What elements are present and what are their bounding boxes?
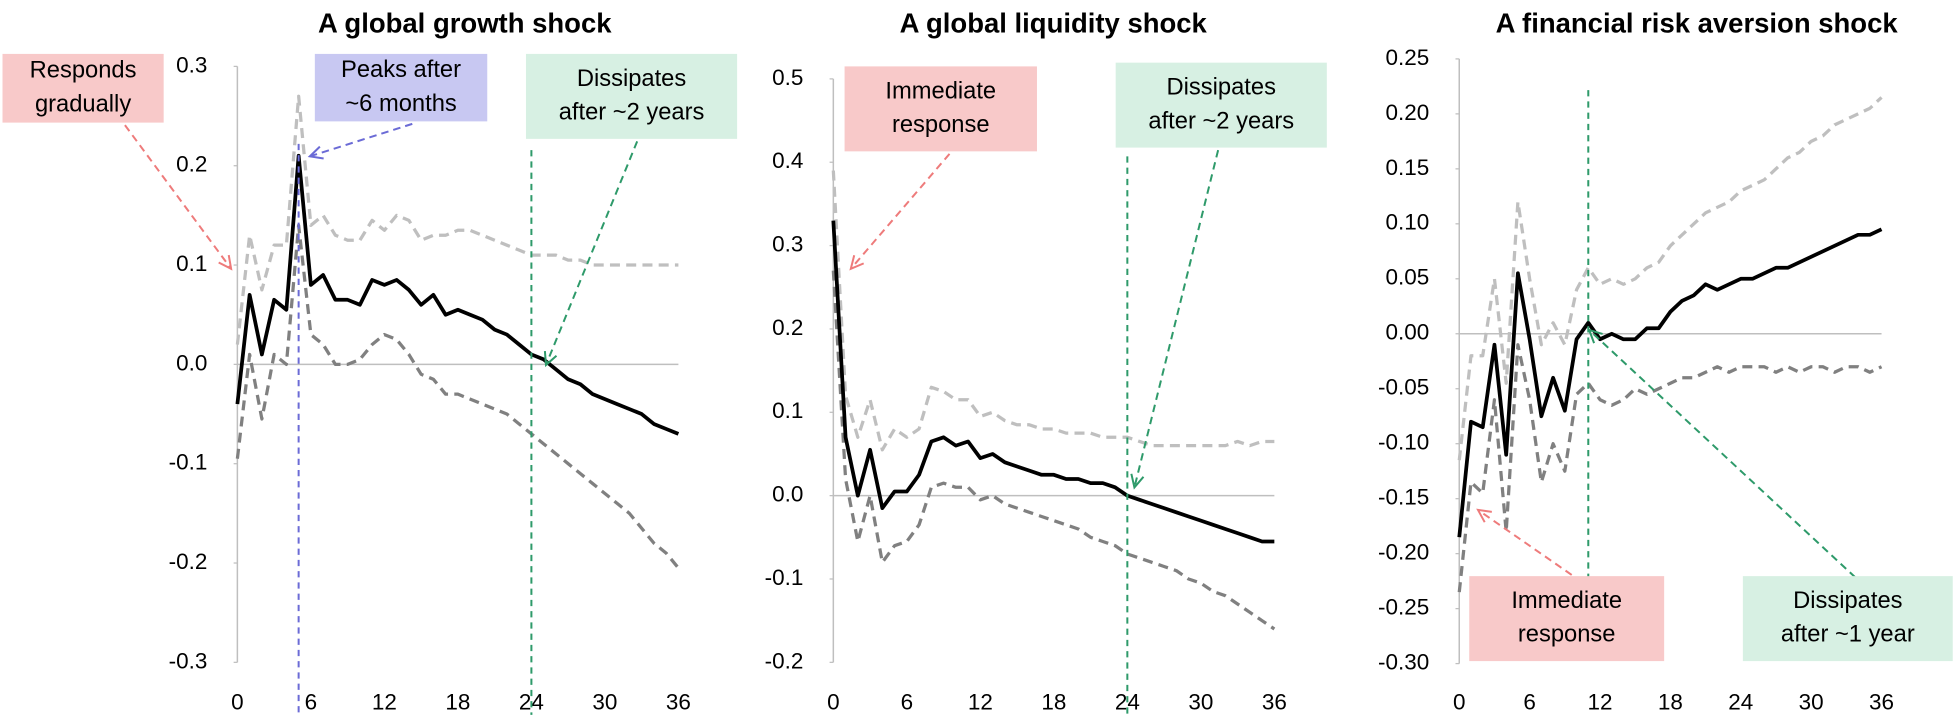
y-tick-label: -0.3 (169, 648, 208, 673)
chart-title: A financial risk aversion shock (1496, 7, 1899, 38)
annotation-text: response (1518, 622, 1616, 648)
annotation-arrow (1130, 149, 1220, 490)
y-tick-label: -0.25 (1378, 595, 1429, 620)
y-tick-label: 0.15 (1386, 155, 1430, 180)
annotation-box (1742, 576, 1953, 662)
series-line (831, 220, 1275, 544)
y-tick-label: -0.10 (1378, 430, 1429, 455)
x-tick-label: 6 (1523, 690, 1536, 715)
y-tick-label: 0.1 (772, 398, 803, 423)
x-tick-label: 12 (968, 690, 993, 715)
annotation-text: gradually (35, 91, 131, 117)
x-tick-label: 18 (1041, 690, 1066, 715)
annotation-arrow (1587, 328, 1856, 579)
y-tick-label: -0.2 (765, 648, 804, 673)
y-tick-label: 0.4 (772, 148, 803, 173)
y-tick-label: -0.15 (1378, 485, 1429, 510)
annotation-text: after ~2 years (559, 100, 705, 126)
annotation-text: Peaks after (341, 57, 461, 83)
x-tick-label: 12 (1588, 690, 1613, 715)
x-tick-label: 12 (372, 690, 397, 715)
x-tick-label: 30 (1188, 690, 1213, 715)
y-tick-label: -0.2 (169, 549, 208, 574)
annotation-box (525, 53, 738, 139)
x-tick-label: 36 (1869, 690, 1894, 715)
y-tick-label: 0.2 (176, 152, 207, 177)
annotation-text: Dissipates (1167, 75, 1276, 101)
x-tick-label: 30 (592, 690, 617, 715)
annotation-text: Dissipates (1793, 588, 1902, 614)
y-tick-label: -0.05 (1378, 375, 1429, 400)
series-line (235, 94, 679, 345)
y-tick-label: 0.3 (176, 52, 207, 77)
annotation-box (1115, 62, 1327, 148)
y-tick-label: -0.1 (765, 565, 804, 590)
series-line (1457, 227, 1883, 538)
series-line (235, 153, 680, 436)
annotation-box (314, 53, 488, 122)
x-tick-label: 24 (1728, 690, 1753, 715)
annotation-arrow (124, 124, 233, 271)
y-tick-label: -0.30 (1378, 650, 1429, 675)
y-tick-label: -0.20 (1378, 540, 1429, 565)
y-tick-label: 0.0 (772, 482, 803, 507)
chart-title: A global liquidity shock (900, 7, 1208, 38)
annotation-box (1469, 576, 1665, 662)
y-tick-label: -0.1 (169, 450, 208, 475)
y-tick-label: 0.5 (772, 65, 803, 90)
annotation-arrow (849, 153, 951, 271)
x-tick-label: 36 (666, 690, 691, 715)
y-tick-label: 0.10 (1386, 210, 1430, 235)
annotation-text: Immediate (1511, 588, 1622, 614)
x-tick-label: 18 (445, 690, 470, 715)
x-tick-label: 30 (1799, 690, 1824, 715)
annotation-arrow (307, 122, 413, 160)
annotation-text: Immediate (885, 78, 996, 104)
annotation-arrow (1476, 508, 1573, 576)
series-line (1457, 343, 1883, 593)
series-line (831, 170, 1275, 452)
series-line (831, 270, 1276, 631)
y-tick-label: 0.3 (772, 232, 803, 257)
chart-title: A global growth shock (318, 7, 612, 38)
x-tick-label: 6 (305, 690, 318, 715)
y-tick-label: 0.25 (1386, 45, 1430, 70)
y-tick-label: 0.20 (1386, 100, 1430, 125)
annotation-arrow (543, 140, 639, 368)
annotation-text: response (892, 112, 990, 138)
x-tick-label: 0 (827, 690, 840, 715)
y-tick-label: 0.1 (176, 251, 207, 276)
y-tick-label: 0.05 (1386, 265, 1430, 290)
x-tick-label: 18 (1658, 690, 1683, 715)
annotation-box (844, 66, 1037, 152)
annotation-text: after ~2 years (1148, 108, 1294, 134)
annotation-box (2, 53, 164, 123)
y-tick-label: 0.2 (772, 315, 803, 340)
annotation-text: Responds (30, 58, 137, 84)
series-line (235, 223, 680, 570)
y-tick-label: 0.0 (176, 350, 207, 375)
series-line (1457, 96, 1883, 461)
x-tick-label: 0 (231, 690, 244, 715)
y-tick-label: 0.00 (1386, 320, 1430, 345)
x-tick-label: 36 (1262, 690, 1287, 715)
annotation-text: ~6 months (345, 91, 456, 117)
annotation-text: after ~1 year (1781, 622, 1915, 648)
x-tick-label: 0 (1453, 690, 1466, 715)
annotation-text: Dissipates (577, 66, 686, 92)
x-tick-label: 6 (901, 690, 914, 715)
